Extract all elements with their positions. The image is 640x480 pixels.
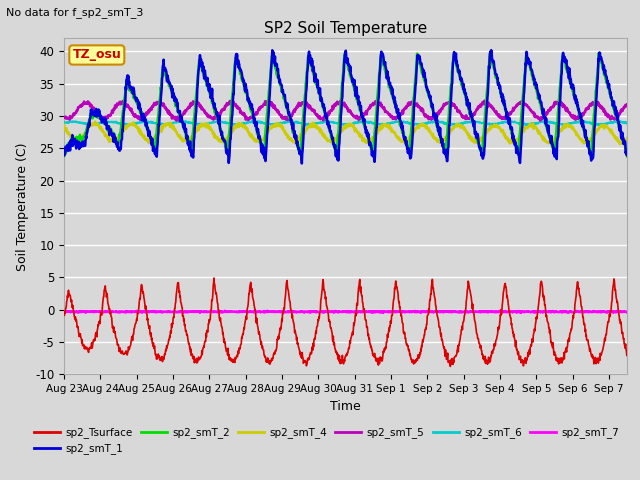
sp2_smT_5 bbox=[60, 114, 68, 120]
sp2_smT_7 bbox=[623, 309, 631, 315]
sp2_smT_1 bbox=[161, 65, 169, 71]
sp2_smT_6 bbox=[60, 121, 68, 127]
sp2_Tsurface bbox=[172, 300, 180, 305]
sp2_Tsurface bbox=[161, 352, 169, 358]
sp2_smT_6 bbox=[615, 118, 623, 124]
sp2_smT_2 bbox=[623, 154, 631, 159]
sp2_smT_6 bbox=[549, 120, 557, 125]
sp2_smT_4 bbox=[223, 137, 230, 143]
sp2_smT_6 bbox=[451, 122, 458, 128]
sp2_smT_7 bbox=[161, 309, 169, 314]
sp2_Tsurface bbox=[623, 351, 631, 357]
sp2_smT_2 bbox=[60, 153, 68, 159]
Line: sp2_smT_4: sp2_smT_4 bbox=[64, 121, 627, 144]
sp2_smT_7 bbox=[264, 308, 271, 313]
sp2_smT_7 bbox=[486, 309, 494, 314]
sp2_smT_5 bbox=[373, 98, 381, 104]
sp2_smT_5 bbox=[623, 102, 631, 108]
sp2_smT_7 bbox=[564, 310, 572, 316]
sp2_smT_7 bbox=[172, 309, 180, 315]
sp2_smT_4 bbox=[274, 123, 282, 129]
sp2_smT_5 bbox=[173, 118, 180, 123]
sp2_smT_1 bbox=[298, 161, 306, 167]
Text: No data for f_sp2_smT_3: No data for f_sp2_smT_3 bbox=[6, 7, 144, 18]
sp2_smT_6 bbox=[172, 120, 180, 125]
Title: SP2 Soil Temperature: SP2 Soil Temperature bbox=[264, 21, 428, 36]
sp2_smT_7 bbox=[223, 309, 230, 315]
Line: sp2_smT_1: sp2_smT_1 bbox=[64, 50, 627, 164]
sp2_smT_5 bbox=[550, 103, 557, 108]
sp2_smT_5 bbox=[274, 108, 282, 113]
sp2_smT_4 bbox=[486, 126, 494, 132]
sp2_smT_7 bbox=[549, 308, 557, 314]
Line: sp2_smT_7: sp2_smT_7 bbox=[64, 311, 627, 313]
sp2_smT_6 bbox=[486, 121, 494, 127]
sp2_Tsurface bbox=[223, 346, 230, 351]
sp2_smT_6 bbox=[274, 121, 282, 127]
sp2_smT_2 bbox=[486, 55, 494, 60]
sp2_smT_1 bbox=[550, 145, 557, 151]
Line: sp2_smT_6: sp2_smT_6 bbox=[64, 121, 627, 125]
sp2_smT_6 bbox=[161, 122, 169, 128]
sp2_smT_2 bbox=[274, 74, 282, 80]
sp2_smT_4 bbox=[60, 122, 68, 128]
Text: TZ_osu: TZ_osu bbox=[72, 48, 121, 61]
sp2_Tsurface bbox=[447, 363, 454, 369]
sp2_smT_4 bbox=[616, 141, 624, 147]
sp2_smT_2 bbox=[172, 100, 180, 106]
sp2_smT_4 bbox=[172, 128, 180, 134]
sp2_smT_6 bbox=[623, 121, 631, 127]
Line: sp2_smT_5: sp2_smT_5 bbox=[64, 101, 627, 120]
sp2_Tsurface bbox=[210, 275, 218, 281]
sp2_smT_2 bbox=[486, 50, 494, 56]
sp2_smT_4 bbox=[623, 135, 631, 141]
Line: sp2_Tsurface: sp2_Tsurface bbox=[64, 278, 627, 366]
sp2_smT_1 bbox=[274, 68, 282, 73]
sp2_smT_1 bbox=[486, 48, 494, 54]
sp2_Tsurface bbox=[487, 353, 495, 359]
Y-axis label: Soil Temperature (C): Soil Temperature (C) bbox=[17, 142, 29, 271]
X-axis label: Time: Time bbox=[330, 400, 361, 413]
sp2_Tsurface bbox=[60, 312, 68, 317]
sp2_Tsurface bbox=[550, 345, 557, 350]
sp2_smT_7 bbox=[274, 309, 282, 314]
sp2_smT_4 bbox=[549, 138, 557, 144]
sp2_Tsurface bbox=[274, 336, 282, 341]
sp2_smT_1 bbox=[623, 149, 631, 155]
sp2_smT_5 bbox=[172, 115, 180, 121]
sp2_smT_5 bbox=[223, 100, 230, 106]
Legend: sp2_Tsurface, sp2_smT_1, sp2_smT_2, sp2_smT_4, sp2_smT_5, sp2_smT_6, sp2_smT_7: sp2_Tsurface, sp2_smT_1, sp2_smT_2, sp2_… bbox=[30, 423, 623, 459]
sp2_smT_5 bbox=[487, 104, 495, 109]
sp2_smT_5 bbox=[161, 105, 169, 111]
sp2_smT_1 bbox=[60, 153, 68, 158]
sp2_smT_4 bbox=[162, 121, 170, 127]
sp2_smT_2 bbox=[161, 72, 169, 78]
sp2_smT_1 bbox=[223, 150, 230, 156]
sp2_smT_2 bbox=[223, 146, 230, 152]
sp2_smT_4 bbox=[92, 119, 99, 124]
sp2_smT_7 bbox=[60, 309, 68, 314]
Line: sp2_smT_2: sp2_smT_2 bbox=[64, 53, 627, 156]
sp2_smT_1 bbox=[488, 47, 495, 53]
sp2_smT_2 bbox=[549, 145, 557, 151]
sp2_smT_6 bbox=[223, 120, 230, 126]
sp2_smT_1 bbox=[172, 99, 180, 105]
